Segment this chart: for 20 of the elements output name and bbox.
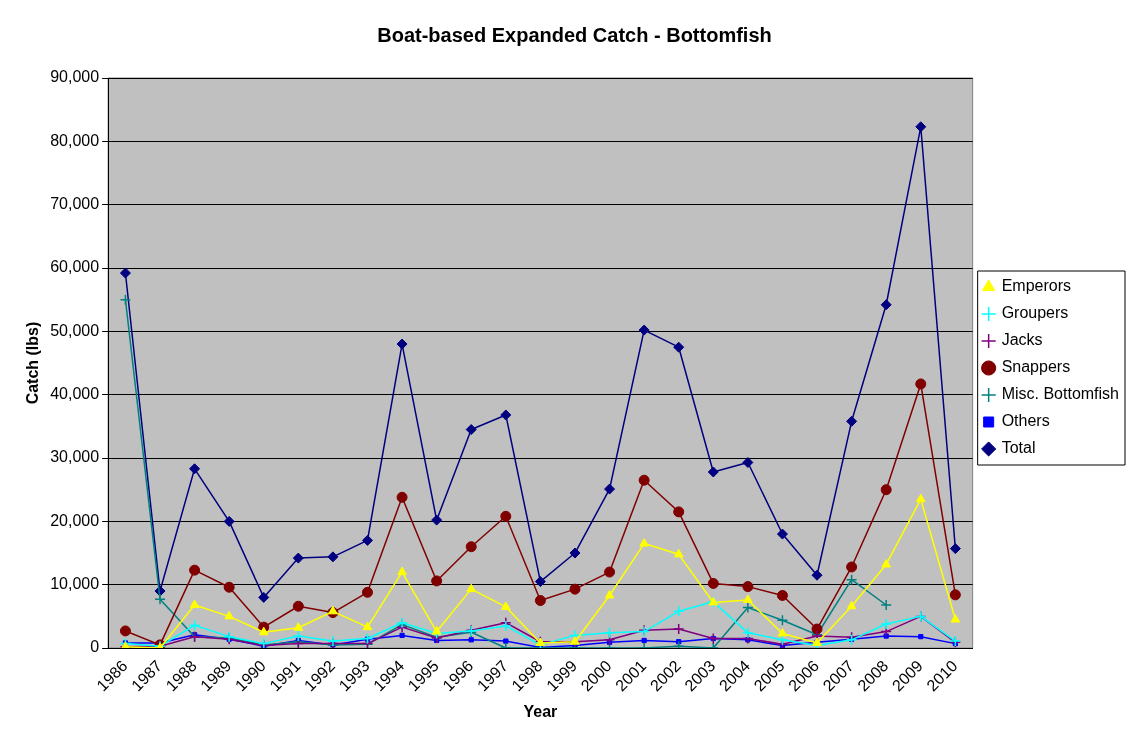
legend-label: Jacks bbox=[1001, 331, 1043, 349]
y-tick-label: 70,000 bbox=[50, 195, 100, 213]
chart-title: Boat-based Expanded Catch - Bottomfish bbox=[377, 23, 772, 46]
legend-label: Total bbox=[1001, 439, 1036, 457]
legend-label: Groupers bbox=[1001, 304, 1069, 322]
y-axis-title: Catch (lbs) bbox=[24, 321, 42, 405]
y-tick-label: 60,000 bbox=[50, 258, 100, 276]
y-tick-label: 10,000 bbox=[50, 575, 100, 593]
y-tick-label: 0 bbox=[90, 638, 100, 656]
y-tick-label: 80,000 bbox=[50, 131, 100, 149]
legend-label: Others bbox=[1001, 412, 1050, 430]
y-tick-label: 50,000 bbox=[50, 321, 100, 339]
y-tick-label: 30,000 bbox=[50, 448, 100, 466]
legend-label: Emperors bbox=[1001, 277, 1071, 295]
legend-label: Snappers bbox=[1001, 358, 1071, 376]
y-tick-label: 20,000 bbox=[50, 511, 100, 529]
x-axis-title: Year bbox=[523, 702, 558, 720]
y-tick-label: 40,000 bbox=[50, 385, 100, 403]
legend-label: Misc. Bottomfish bbox=[1001, 385, 1119, 403]
y-tick-label: 90,000 bbox=[50, 68, 100, 86]
